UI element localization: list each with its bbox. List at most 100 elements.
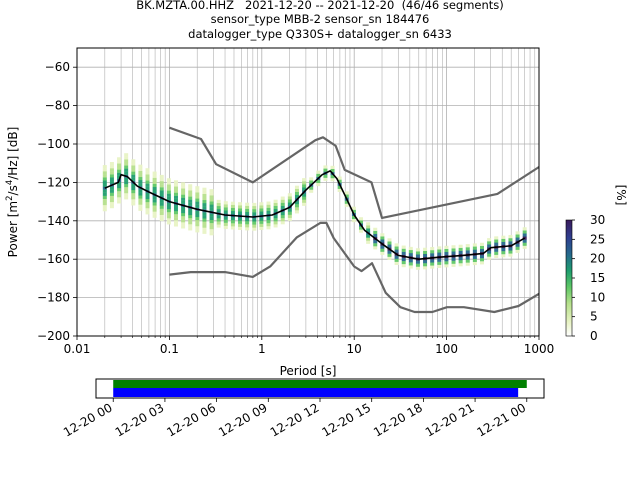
heatmap-cell bbox=[444, 248, 449, 253]
heatmap-cell bbox=[195, 210, 200, 214]
heatmap-cell bbox=[152, 171, 157, 175]
heatmap-cell bbox=[444, 251, 449, 256]
heatmap-cell bbox=[458, 247, 463, 251]
coverage-tick-label: 12-20 06 bbox=[164, 400, 218, 439]
heatmap-cell bbox=[131, 162, 136, 166]
heatmap-cell bbox=[451, 257, 456, 261]
heatmap-cell bbox=[117, 172, 122, 176]
heatmap-cell bbox=[138, 198, 143, 202]
heatmap-cell bbox=[245, 224, 250, 228]
heatmap-cell bbox=[195, 186, 200, 190]
heatmap-cell bbox=[216, 205, 221, 210]
heatmap-cell bbox=[166, 181, 171, 185]
heatmap-cell bbox=[515, 237, 520, 241]
heatmap-cell bbox=[316, 179, 321, 184]
heatmap-cell bbox=[401, 251, 406, 255]
heatmap-cell bbox=[287, 208, 292, 212]
heatmap-cell bbox=[501, 238, 506, 242]
y-tick-label: −140 bbox=[37, 214, 70, 228]
heatmap-cell bbox=[173, 189, 178, 193]
heatmap-cell bbox=[252, 202, 257, 207]
heatmap-cell bbox=[102, 177, 107, 181]
heatmap-cell bbox=[309, 177, 314, 181]
heatmap-cell bbox=[287, 202, 292, 206]
heatmap-cell bbox=[494, 248, 499, 252]
heatmap-cell bbox=[330, 168, 335, 173]
heatmap-cell bbox=[479, 261, 484, 265]
heatmap-cell bbox=[216, 209, 221, 213]
x-tick-label: 100 bbox=[435, 342, 458, 356]
heatmap-cell bbox=[401, 263, 406, 268]
heatmap-cell bbox=[124, 165, 129, 169]
heatmap-cell bbox=[330, 165, 335, 170]
heatmap-cell bbox=[323, 174, 328, 178]
heatmap-cell bbox=[131, 193, 136, 197]
heatmap-cell bbox=[415, 254, 420, 258]
heatmap-cell bbox=[437, 249, 442, 253]
heatmap-cell bbox=[209, 189, 214, 193]
heatmap-cell bbox=[181, 212, 186, 217]
coverage-tick-label: 12-20 15 bbox=[319, 400, 373, 439]
heatmap-cell bbox=[437, 261, 442, 265]
heatmap-cell bbox=[216, 221, 221, 225]
heatmap-cell bbox=[202, 224, 207, 228]
heatmap-cell bbox=[202, 218, 207, 222]
heatmap-cell bbox=[102, 183, 107, 187]
heatmap-cell bbox=[102, 198, 107, 203]
heatmap-cell bbox=[145, 205, 150, 209]
heatmap-cell bbox=[188, 184, 193, 188]
heatmap-cell bbox=[131, 196, 136, 200]
heatmap-cell bbox=[188, 187, 193, 191]
heatmap-cell bbox=[117, 194, 122, 198]
heatmap-cell bbox=[166, 187, 171, 191]
heatmap-cell bbox=[223, 216, 228, 220]
heatmap-cell bbox=[351, 215, 356, 220]
heatmap-cell bbox=[394, 246, 399, 250]
heatmap-cell bbox=[138, 176, 143, 181]
heatmap-cell bbox=[181, 222, 186, 226]
heatmap-cell bbox=[117, 181, 122, 186]
heatmap-cell bbox=[117, 163, 122, 167]
heatmap-cell bbox=[501, 254, 506, 258]
heatmap-cell bbox=[124, 193, 129, 197]
heatmap-cell bbox=[465, 256, 470, 260]
heatmap-cell bbox=[152, 196, 157, 200]
heatmap-cell bbox=[259, 211, 264, 215]
heatmap-cell bbox=[380, 239, 385, 243]
heatmap-cell bbox=[117, 187, 122, 192]
heatmap-cell bbox=[159, 184, 164, 188]
mean-psd-path bbox=[104, 170, 526, 260]
heatmap-cell bbox=[302, 193, 307, 197]
heatmap-cell bbox=[408, 259, 413, 263]
heatmap-cell bbox=[444, 245, 449, 249]
coverage-tick-label: 12-20 18 bbox=[371, 400, 425, 439]
heatmap-cell bbox=[401, 248, 406, 252]
heatmap-cell bbox=[152, 183, 157, 188]
heatmap-cell bbox=[202, 227, 207, 231]
heatmap-cell bbox=[479, 242, 484, 246]
heatmap-cell bbox=[451, 251, 456, 255]
heatmap-cell bbox=[294, 191, 299, 196]
heatmap-cell bbox=[451, 245, 456, 249]
heatmap-cell bbox=[323, 177, 328, 181]
heatmap-cell bbox=[166, 178, 171, 182]
coverage-tick-label: 12-20 12 bbox=[268, 400, 322, 439]
heatmap-cell bbox=[458, 263, 463, 267]
heatmap-cell bbox=[273, 205, 278, 210]
heatmap-cell bbox=[209, 229, 214, 233]
heatmap-cell bbox=[451, 248, 456, 252]
heatmap-cell bbox=[373, 240, 378, 244]
heatmap-cell bbox=[437, 258, 442, 262]
heatmap-cell bbox=[337, 179, 342, 183]
heatmap-cell bbox=[487, 238, 492, 242]
heatmap-cell bbox=[408, 253, 413, 257]
heatmap-cell bbox=[102, 180, 107, 184]
heatmap-cell bbox=[245, 227, 250, 231]
y-tick-label: −80 bbox=[45, 99, 70, 113]
heatmap-cell bbox=[209, 219, 214, 224]
heatmap-cell bbox=[423, 253, 428, 258]
heatmap-cell bbox=[152, 174, 157, 178]
coverage-tick-label: 12-21 00 bbox=[475, 400, 529, 439]
heatmap-cell bbox=[387, 238, 392, 242]
heatmap-cell bbox=[323, 168, 328, 172]
